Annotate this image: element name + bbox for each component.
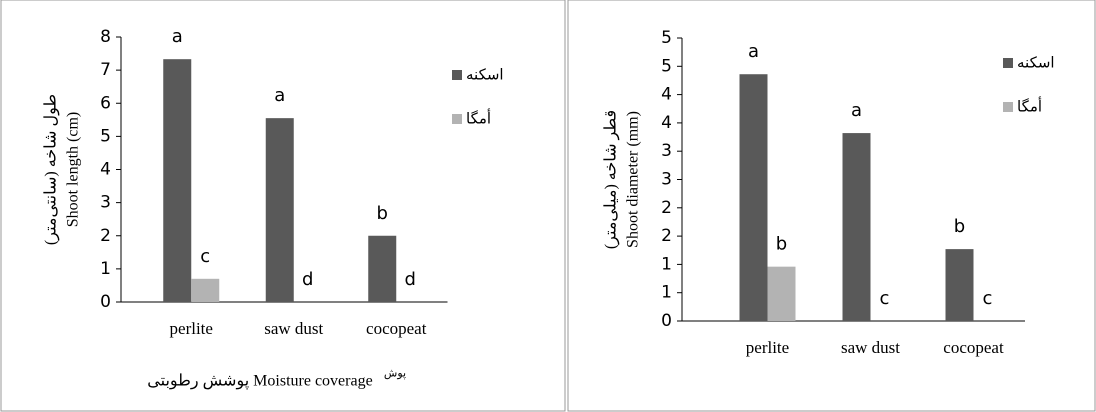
letter-label: a	[748, 41, 759, 62]
legend-swatch	[1003, 58, 1013, 68]
x-axis-label-fragment: پوش	[384, 368, 406, 380]
x-tick-label: cocopeat	[943, 338, 1004, 357]
x-tick-label: perlite	[170, 319, 213, 338]
legend-swatch	[452, 114, 462, 124]
y-tick-label: 3	[661, 170, 672, 190]
panel-border	[567, 0, 1096, 412]
y-axis-label: طول شاخه (سانتی‌متر)	[43, 94, 60, 245]
y-tick-label: 5	[661, 28, 672, 48]
legend-swatch	[1003, 102, 1013, 112]
x-tick-label: saw dust	[264, 319, 323, 338]
x-tick-label: perlite	[746, 338, 789, 357]
letter-label: a	[172, 26, 183, 47]
letter-label: b	[377, 203, 388, 224]
letter-label: a	[274, 85, 285, 106]
y-tick-label: 3	[661, 141, 672, 161]
letter-label: c	[983, 288, 993, 309]
letter-label: c	[880, 288, 890, 309]
y-axis-label: Shoot length (cm)	[65, 112, 82, 228]
y-tick-label: 4	[661, 113, 672, 133]
legend-label: أمگا	[466, 109, 491, 128]
y-tick-label: 7	[100, 60, 111, 80]
panel-border	[0, 0, 566, 412]
y-axis-label: قطر شاخه (میلی‌متر)	[603, 110, 620, 249]
y-tick-label: 8	[100, 27, 111, 47]
bar	[767, 266, 796, 321]
y-tick-label: 6	[100, 93, 111, 113]
y-tick-label: 0	[661, 311, 672, 331]
legend-swatch	[452, 70, 462, 80]
letter-label: c	[200, 246, 210, 267]
bar	[265, 118, 294, 302]
bar	[842, 133, 871, 321]
x-axis-label: پوشش رطوبتی Moisture coverage	[147, 373, 372, 390]
y-tick-label: 1	[661, 254, 672, 274]
bar	[739, 74, 768, 321]
y-tick-label: 1	[100, 259, 111, 279]
y-tick-label: 5	[100, 126, 111, 146]
legend-label: اسکنه	[466, 66, 504, 84]
bar	[368, 235, 397, 302]
letter-label: b	[954, 216, 965, 237]
y-tick-label: 4	[661, 85, 672, 105]
letter-label: a	[851, 100, 862, 121]
y-tick-label: 0	[100, 292, 111, 312]
y-axis-label: Shoot diameter (mm)	[625, 111, 642, 248]
x-tick-label: saw dust	[841, 338, 900, 357]
y-tick-label: 4	[100, 160, 111, 180]
bar	[163, 59, 192, 302]
y-tick-label: 1	[661, 283, 672, 303]
letter-label: d	[302, 269, 313, 290]
letter-label: d	[405, 269, 416, 290]
y-tick-label: 2	[100, 226, 111, 246]
legend-label: اسکنه	[1017, 54, 1055, 72]
y-tick-label: 2	[661, 198, 672, 218]
y-tick-label: 2	[661, 226, 672, 246]
y-tick-label: 5	[661, 56, 672, 76]
bar	[945, 249, 974, 321]
x-tick-label: cocopeat	[366, 319, 427, 338]
letter-label: b	[776, 234, 787, 255]
legend-label: أمگا	[1017, 97, 1042, 116]
bar	[191, 278, 220, 302]
y-tick-label: 3	[100, 193, 111, 213]
